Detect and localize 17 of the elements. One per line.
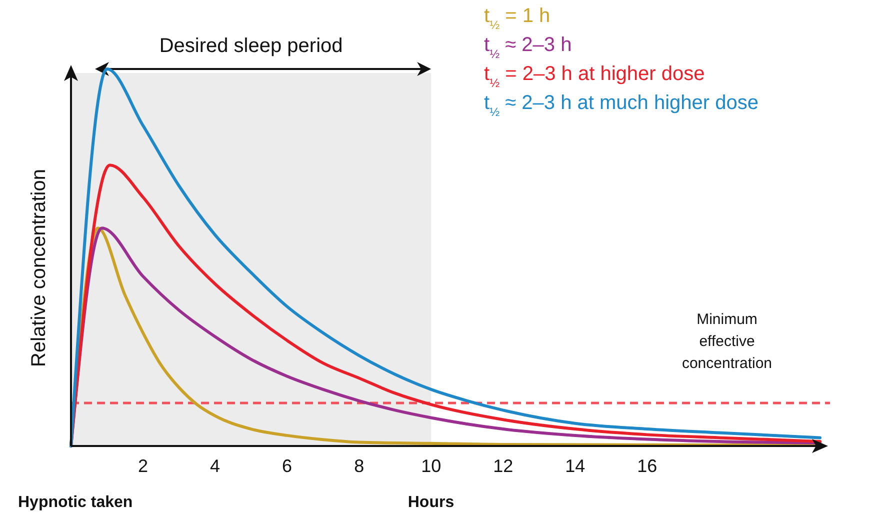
x-axis-title: Hours — [408, 494, 454, 511]
x-tick-label: 4 — [210, 456, 220, 476]
x-tick-label: 12 — [493, 456, 514, 476]
text: t$_{½}$ ≈ 2–3 h — [484, 34, 572, 61]
x-tick-label: 6 — [282, 456, 292, 476]
band-label: Desired sleep period — [159, 35, 343, 57]
x-tick-label: 2 — [138, 456, 148, 476]
x-tick-label: 14 — [565, 456, 586, 476]
text: t$_{½}$ ≈ 2–3 h at much higher dose — [484, 92, 758, 119]
x-tick-label: 10 — [421, 456, 442, 476]
y-axis-title: Relative concentration — [28, 169, 50, 367]
ref-line-label: Minimum effective concentration — [682, 311, 772, 372]
text: t$_{½}$ = 2–3 h at higher dose — [484, 63, 705, 90]
x-tick-label: 16 — [637, 456, 658, 476]
text: Hypnotic taken — [18, 494, 133, 511]
text: t$_{½}$ = 1 h — [484, 5, 550, 32]
x-tick-label: 8 — [354, 456, 364, 476]
